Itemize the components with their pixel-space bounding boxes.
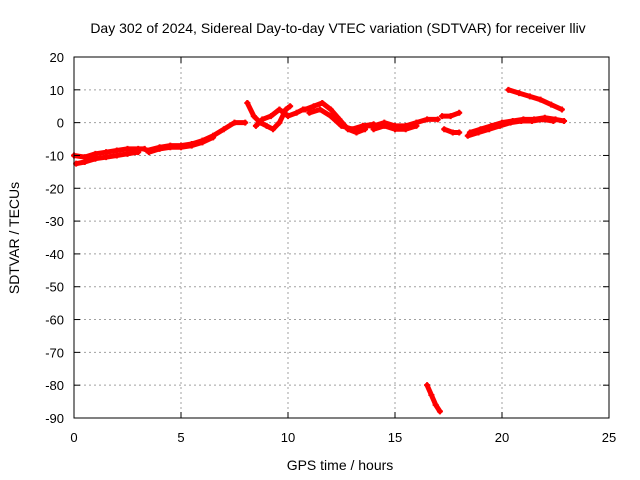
- data-point: [496, 122, 503, 129]
- data-point: [250, 113, 257, 120]
- data-point: [124, 150, 131, 157]
- data-point: [220, 126, 227, 133]
- y-tick-label: -60: [45, 313, 64, 328]
- data-point: [539, 116, 546, 123]
- y-tick-label: -70: [45, 345, 64, 360]
- data-point: [464, 132, 471, 139]
- y-tick-label: -50: [45, 280, 64, 295]
- data-point: [145, 149, 152, 156]
- data-point: [293, 109, 300, 116]
- x-tick-label: 20: [495, 430, 509, 445]
- data-point: [370, 126, 377, 133]
- data-point: [167, 144, 174, 151]
- data-point: [424, 382, 431, 389]
- y-tick-label: -10: [45, 148, 64, 163]
- data-point: [338, 122, 345, 129]
- y-tick-label: 0: [57, 116, 64, 131]
- data-point: [188, 142, 195, 149]
- data-point: [178, 144, 184, 151]
- data-point: [558, 106, 565, 113]
- data-point: [319, 99, 326, 106]
- data-point: [432, 401, 439, 408]
- data-point: [135, 149, 142, 156]
- data-point: [475, 129, 482, 136]
- data-point: [276, 119, 283, 126]
- data-point: [242, 119, 249, 126]
- data-point: [327, 106, 334, 113]
- data-point: [285, 113, 291, 120]
- data-point: [441, 126, 448, 133]
- data-point: [516, 90, 523, 97]
- data-point: [210, 134, 217, 141]
- data-point: [505, 86, 512, 93]
- data-point: [436, 408, 443, 415]
- x-axis: 0 5 10 15 20 25: [70, 57, 616, 445]
- data-point: [428, 392, 435, 399]
- plot-frame: [73, 56, 610, 419]
- data-point: [447, 113, 454, 120]
- x-tick-label: 5: [177, 430, 184, 445]
- data-point: [310, 103, 317, 110]
- data-point: [528, 117, 535, 124]
- data-point: [439, 113, 446, 120]
- data-point: [402, 126, 409, 133]
- data-point: [359, 122, 366, 129]
- data-point: [507, 119, 514, 126]
- data-point: [537, 96, 544, 103]
- y-axis-title: SDTVAR / TECUs: [6, 182, 22, 294]
- data-point: [349, 126, 356, 133]
- x-tick-label: 0: [70, 430, 77, 445]
- data-point: [81, 159, 88, 166]
- data-point: [548, 101, 555, 108]
- y-tick-label: -90: [45, 411, 64, 426]
- data-point: [270, 126, 277, 133]
- data-point: [276, 106, 283, 113]
- x-tick-label: 15: [388, 430, 402, 445]
- y-tick-label: 10: [50, 83, 64, 98]
- data-point: [434, 116, 441, 123]
- y-tick-label: -30: [45, 214, 64, 229]
- data-point: [306, 109, 313, 116]
- data-point: [244, 99, 251, 106]
- data-point: [287, 103, 294, 110]
- data-point: [486, 126, 493, 133]
- x-axis-title: GPS time / hours: [287, 457, 394, 473]
- data-point: [392, 126, 398, 133]
- data-point: [550, 117, 557, 124]
- data-point: [156, 145, 163, 152]
- chart-title: Day 302 of 2024, Sidereal Day-to-day VTE…: [90, 20, 585, 36]
- data-point: [413, 122, 420, 129]
- data-point: [526, 93, 533, 100]
- y-tick-label: 20: [50, 50, 64, 65]
- data-point: [381, 122, 388, 129]
- data-point: [263, 122, 270, 129]
- data-point: [252, 122, 259, 129]
- data-point: [561, 117, 568, 124]
- x-tick-label: 10: [281, 430, 295, 445]
- data-layer: [71, 86, 568, 415]
- data-point: [302, 106, 309, 113]
- data-point: [267, 113, 274, 120]
- y-tick-label: -40: [45, 247, 64, 262]
- data-point: [199, 139, 206, 146]
- data-point: [456, 129, 463, 136]
- data-point: [424, 116, 431, 123]
- data-point: [92, 155, 99, 162]
- data-point: [259, 116, 266, 123]
- x-tick-label: 25: [602, 430, 616, 445]
- y-tick-label: -20: [45, 181, 64, 196]
- data-point: [103, 154, 110, 161]
- data-point: [449, 129, 456, 136]
- data-point: [327, 113, 334, 120]
- data-point: [518, 117, 525, 124]
- data-point: [317, 106, 324, 113]
- data-track: [424, 382, 443, 414]
- y-tick-label: -80: [45, 378, 64, 393]
- y-axis: -90 -80 -70 -60 -50 -40 -30 -20 -10 0 10 20: [45, 50, 609, 426]
- grid: [74, 57, 609, 418]
- data-point: [456, 109, 463, 116]
- data-point: [231, 119, 238, 126]
- data-point: [113, 152, 120, 159]
